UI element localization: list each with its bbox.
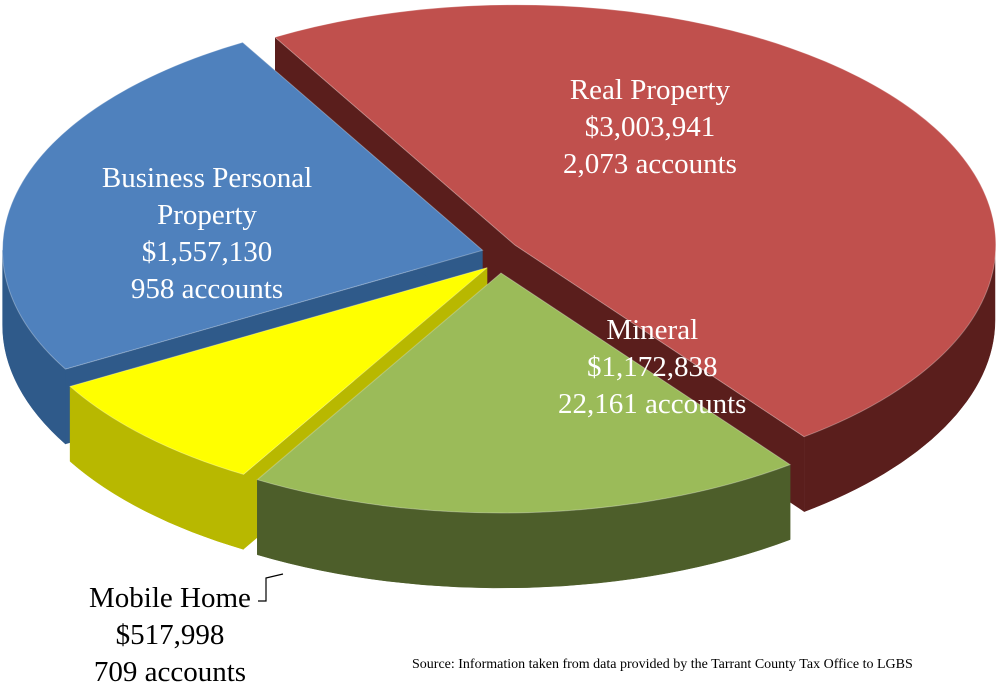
category-name: Mineral: [606, 314, 699, 346]
source-note: Source: Information taken from data prov…: [412, 657, 913, 672]
accounts-label: 709 accounts: [93, 656, 247, 688]
value-label: $3,003,941: [584, 111, 716, 143]
accounts-label: 22,161 accounts: [558, 388, 747, 420]
pie-slice: [2, 41, 484, 370]
pie-slice: [69, 267, 488, 475]
value-label: $517,998: [115, 619, 225, 651]
accounts-label: 2,073 accounts: [563, 148, 737, 180]
value-label: $1,557,130: [141, 236, 273, 268]
category-name: Real Property: [569, 74, 731, 106]
category-name: Mobile Home: [89, 582, 251, 614]
value-label: $1,172,838: [586, 351, 718, 383]
pie-slice: [273, 4, 997, 438]
slice-label: Mineral $1,172,838 22,161 accounts: [558, 312, 746, 423]
accounts-label: 958 accounts: [130, 273, 284, 305]
leader-line: [258, 573, 284, 602]
slice-label: Real Property $3,003,941 2,073 accounts: [563, 72, 737, 183]
slice-label: Business Personal Property $1,557,130 958 …: [77, 160, 337, 308]
slice-label: Mobile Home $517,998 709 accounts: [89, 580, 251, 691]
pie-slice: [256, 272, 792, 514]
category-name: Business Personal Property: [101, 162, 313, 231]
